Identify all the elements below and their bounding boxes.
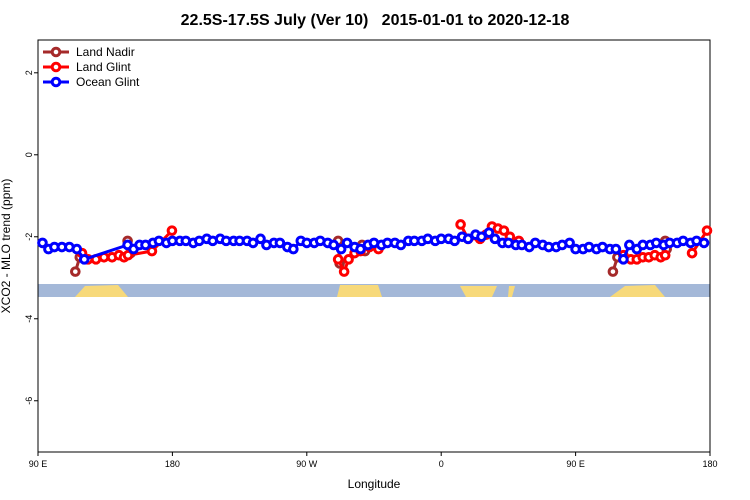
data-point (462, 233, 474, 245)
data-point (37, 237, 48, 249)
legend-marker (50, 76, 62, 88)
data-point (355, 243, 366, 255)
data-point (610, 243, 622, 255)
data-point (498, 225, 510, 236)
y-tick-label: -4 (24, 315, 34, 323)
data-point (564, 237, 575, 249)
legend-label: Land Glint (76, 60, 131, 74)
data-point (701, 225, 713, 236)
x-tick-label: 180 (702, 459, 717, 469)
x-tick-label: 180 (165, 459, 180, 469)
data-point (274, 237, 286, 249)
data-point (332, 254, 344, 265)
y-tick-label: -2 (24, 233, 34, 241)
data-point (476, 231, 487, 243)
chart-title: 22.5S-17.5S July (Ver 10) 2015-01-01 to … (181, 12, 570, 29)
data-point (455, 219, 466, 230)
x-axis-label: Longitude (348, 477, 401, 491)
land-patch (508, 286, 515, 297)
y-tick-label: 0 (24, 152, 34, 157)
data-point (255, 233, 266, 245)
land-ocean-strip (38, 284, 710, 297)
legend-label: Ocean Glint (76, 75, 140, 89)
data-point (686, 247, 698, 259)
y-tick-label: -6 (24, 397, 34, 405)
data-point (698, 237, 710, 249)
land-patch (610, 285, 665, 297)
data-point (449, 235, 460, 247)
land-patch (460, 286, 497, 297)
data-point (483, 227, 495, 238)
land-patch (75, 285, 128, 297)
x-tick-label: 0 (439, 459, 444, 469)
data-point (247, 237, 259, 249)
legend-marker (50, 61, 62, 73)
data-point (618, 254, 629, 265)
data-point (122, 249, 134, 261)
data-point (166, 225, 178, 236)
data-point (607, 266, 619, 277)
legend-label: Land Nadir (76, 45, 135, 59)
data-point (395, 239, 407, 251)
data-point (288, 243, 299, 255)
data-point (335, 243, 347, 255)
land-patch (337, 285, 382, 297)
data-point (341, 237, 353, 249)
data-point (489, 233, 501, 245)
data-point (659, 249, 671, 261)
x-tick-label: 90 E (29, 459, 48, 469)
legend-marker (50, 46, 62, 58)
data-point (71, 243, 83, 255)
data-point (70, 266, 81, 277)
x-tick-label: 90 W (296, 459, 318, 469)
x-tick-label: 90 E (566, 459, 585, 469)
y-axis-label: XCO2 - MLO trend (ppm) (0, 179, 13, 314)
data-point (338, 266, 350, 277)
plot-frame (37, 39, 711, 453)
data-point (624, 239, 635, 251)
data-point (78, 254, 90, 265)
data-point (343, 254, 354, 265)
y-tick-label: 2 (24, 70, 34, 75)
data-point (328, 239, 339, 251)
